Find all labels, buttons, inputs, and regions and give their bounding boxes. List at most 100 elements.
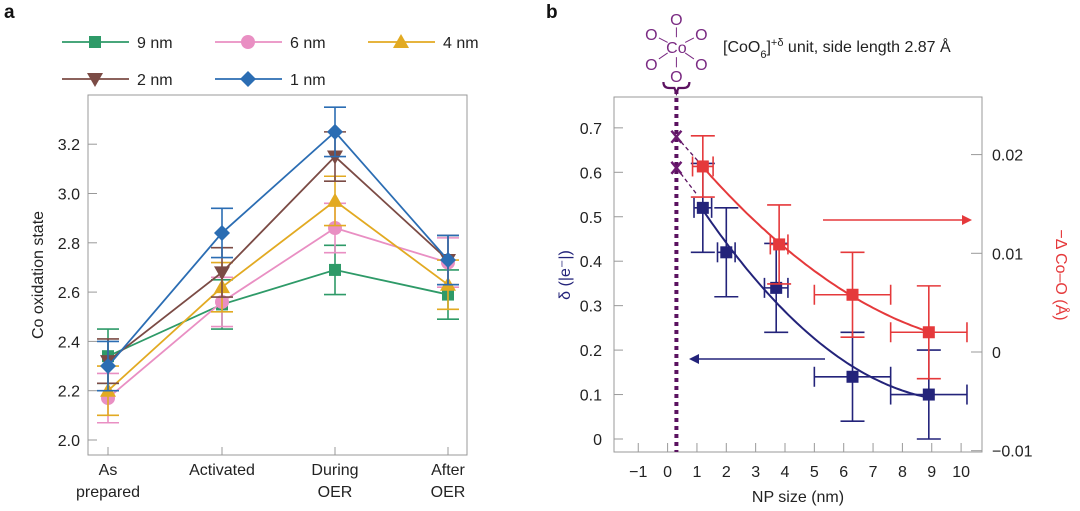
annotation-superscript: +δ xyxy=(771,37,784,49)
x-tick-label: 7 xyxy=(869,464,878,481)
y-tick-label: 3.2 xyxy=(58,137,80,154)
x-tick-label: OER xyxy=(431,484,466,501)
data-point xyxy=(327,123,343,140)
y-left-tick-label: 0.4 xyxy=(580,254,602,271)
molecule-ligand: O xyxy=(670,12,682,29)
y-right-tick-label: 0.02 xyxy=(992,148,1023,165)
y-tick-label: 2.0 xyxy=(58,433,80,450)
legend-label: 4 nm xyxy=(443,35,479,52)
x-tick-label: As xyxy=(99,462,118,479)
y-left-tick-label: 0.7 xyxy=(580,121,602,138)
legend-label: 2 nm xyxy=(137,72,173,89)
annotation-subscript: 6 xyxy=(760,49,766,61)
molecule-ligand: O xyxy=(695,27,707,44)
panel-label-a: a xyxy=(4,2,15,23)
molecule-ligand: O xyxy=(670,69,682,86)
y-left-tick-label: 0 xyxy=(593,432,602,449)
data-point xyxy=(327,150,343,165)
panel-label-b: b xyxy=(546,2,558,23)
y-right-tick-label: −0.01 xyxy=(992,444,1033,461)
data-point xyxy=(329,263,341,276)
molecule-ligand: O xyxy=(645,57,657,74)
data-point xyxy=(770,281,783,294)
y-right-tick-label: 0.01 xyxy=(992,246,1023,263)
molecule-bond xyxy=(658,52,668,60)
y-tick-label: 2.2 xyxy=(58,384,80,401)
x-tick-label: 1 xyxy=(692,464,701,481)
legend-item: 6 nm xyxy=(215,35,326,52)
data-point xyxy=(922,326,935,339)
x-tick-label: 0 xyxy=(663,464,672,481)
data-point xyxy=(327,192,343,207)
data-point xyxy=(100,358,116,375)
x-tick-label: 6 xyxy=(839,464,848,481)
legend-item: 4 nm xyxy=(368,34,479,52)
y-left-tick-label: 0.5 xyxy=(580,210,602,227)
y-axis-label: Co oxidation state xyxy=(30,211,47,339)
x-tick-label: 8 xyxy=(898,464,907,481)
arrow-left-icon xyxy=(689,354,699,364)
y-left-tick-label: 0.3 xyxy=(580,299,602,316)
y-tick-label: 2.4 xyxy=(58,334,80,351)
legend-label: 9 nm xyxy=(137,35,173,52)
plot-frame xyxy=(87,94,468,456)
series-line xyxy=(107,199,449,392)
data-point xyxy=(773,238,786,251)
plot-frame xyxy=(613,96,983,453)
unit-annotation: [CoO6]+δ unit, side length 2.87 Å xyxy=(723,37,951,61)
y-left-tick-label: 0.6 xyxy=(580,165,602,182)
y-right-tick-label: 0 xyxy=(992,345,1001,362)
data-point xyxy=(696,201,709,214)
data-point xyxy=(846,370,859,383)
y-left-tick-label: 0.2 xyxy=(580,343,602,360)
legend-marker xyxy=(393,34,409,48)
data-point xyxy=(214,224,230,241)
annotation-bracket: ] xyxy=(766,39,770,56)
legend-marker xyxy=(87,73,103,87)
legend-label: 1 nm xyxy=(290,72,326,89)
x-tick-label: OER xyxy=(318,484,353,501)
x-tick-label: 5 xyxy=(810,464,819,481)
x-tick-label: prepared xyxy=(76,484,140,501)
x-tick-label: −1 xyxy=(629,464,647,481)
legend-marker xyxy=(89,36,101,48)
y-right-axis-label: −Δ Co–O (Å) xyxy=(1052,229,1071,320)
series-line xyxy=(107,268,449,358)
data-point xyxy=(696,160,709,173)
extrapolated-x-marker xyxy=(670,129,683,144)
y-left-axis-label: δ (|e⁻|) xyxy=(557,250,574,300)
y-tick-label: 2.6 xyxy=(58,285,80,302)
panel-b-chart: −1 0 1 2 3 4 5 6 7 8 9 10 0 0.1 0.2 0.3 0.4 0.5 0.6 0.7 −0.0… xyxy=(557,12,1071,506)
legend-item: 2 nm xyxy=(62,72,173,89)
series-line xyxy=(107,155,449,362)
data-point xyxy=(922,388,935,401)
molecule-bond xyxy=(658,37,668,43)
y-left-tick-label: 0.1 xyxy=(580,388,602,405)
panel-a-chart: 2.0 2.2 2.4 2.6 2.8 3.0 3.2 As prepared Activated… xyxy=(30,34,479,501)
series-left xyxy=(690,162,968,440)
x-tick-label: 2 xyxy=(722,464,731,481)
molecule-ligand: O xyxy=(645,27,657,44)
legend-item: 1 nm xyxy=(215,71,326,89)
x-tick-label: Activated xyxy=(189,462,255,479)
y-tick-label: 3.0 xyxy=(58,187,80,204)
series-2nm xyxy=(97,131,459,385)
data-point xyxy=(720,246,733,259)
legend-label: 6 nm xyxy=(290,35,326,52)
data-point xyxy=(214,266,230,281)
extrapolation-line xyxy=(675,167,698,195)
annotation-rest: unit, side length 2.87 Å xyxy=(783,37,951,56)
delta-fit-curve xyxy=(701,209,930,399)
x-tick-label: 4 xyxy=(781,464,790,481)
legend-marker xyxy=(240,71,256,87)
series-6nm xyxy=(97,202,459,424)
y-tick-label: 2.8 xyxy=(58,236,80,253)
series-line xyxy=(107,130,449,367)
data-point xyxy=(328,221,342,236)
brace-icon xyxy=(662,81,691,96)
molecule-bond xyxy=(684,37,695,43)
data-point xyxy=(846,288,859,301)
x-tick-label: 9 xyxy=(927,464,936,481)
legend-marker xyxy=(241,35,255,49)
